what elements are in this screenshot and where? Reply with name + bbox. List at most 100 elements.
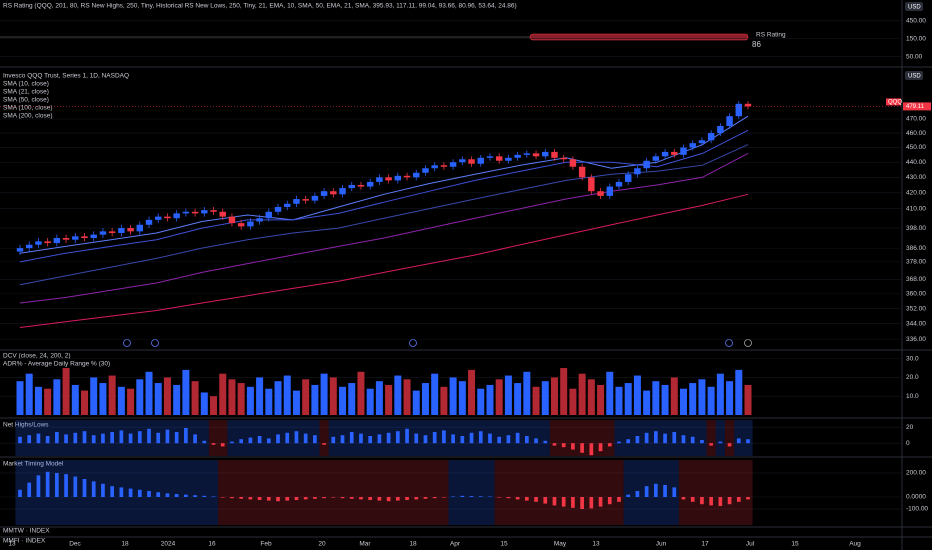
candle-body [615,181,623,187]
bar [193,495,197,498]
candle-body [210,210,217,212]
bar [506,435,511,444]
bar [589,443,594,456]
bar [320,373,328,415]
y-tick-label: 440.00 [906,159,926,166]
x-tick-label: 20 [318,541,326,548]
candle-body [726,116,733,127]
bar [532,386,540,415]
bar [385,384,393,415]
bar [460,495,465,498]
last-price: 479.11 [906,104,925,110]
bar [219,373,227,415]
bar [302,379,310,415]
bar [44,388,52,415]
y-tick-label: 450.00 [906,144,926,151]
bar [432,432,437,444]
bar [340,435,345,444]
rs-annotation: RS Rating [756,32,786,39]
bar [431,373,439,415]
y-tick-label: 200.00 [906,470,926,477]
bar [230,497,234,499]
bar [377,497,382,501]
bar [663,433,667,444]
bar [534,497,538,502]
bar [440,386,448,415]
candle-body [53,238,61,244]
candle-body [191,211,199,214]
candle-body [284,203,291,207]
bar [45,436,50,444]
candle-body [339,188,346,195]
bar [211,443,216,445]
bar [99,383,107,415]
bar [403,379,411,415]
sma-line [19,129,749,263]
sma-line [19,193,749,328]
y-tick-label: 20 [906,424,914,431]
bar [55,432,59,444]
bar [368,436,373,444]
y-tick-label: 470.00 [906,116,926,123]
bar [395,431,400,444]
bar [735,369,743,415]
y-tick-label: 460.00 [906,130,926,137]
candle-body [624,174,632,182]
legend-entry: SMA (50, close) [3,97,49,104]
bar [147,428,151,444]
bar [524,436,529,444]
bar [672,487,677,498]
candle-body [247,221,254,227]
bar [228,379,236,415]
bar [670,377,678,415]
bar [386,497,391,502]
candle-body [486,156,494,158]
bar [101,483,105,498]
bar [478,496,483,498]
bar [497,497,502,498]
bar [82,478,87,498]
bar [25,373,33,415]
bar [377,434,382,444]
bar [366,388,374,415]
y-tick-label: 50.00 [906,53,923,60]
bar [506,497,511,499]
bar [394,375,402,415]
bar [449,377,457,415]
bar [16,381,24,415]
bar [246,386,254,415]
bar [53,379,61,415]
x-tick-label: Dec [69,541,81,548]
bar [552,497,557,506]
bar [239,497,244,499]
bar [322,443,326,445]
candle-body [136,224,144,232]
bar [110,486,114,498]
bar [173,384,181,415]
bar [414,433,419,444]
bar [561,443,566,448]
bar [515,497,520,500]
bar [285,497,290,501]
bar [405,428,409,444]
bar [617,497,621,502]
x-tick-label: 15 [500,541,508,548]
bar [329,377,337,415]
y-tick-label: 386.00 [906,245,926,252]
candle-body [127,228,134,232]
candle-body [311,195,319,201]
state-shading [319,420,329,456]
bar [283,375,291,415]
bar [237,383,245,415]
bar [468,369,476,415]
x-tick-label: 15 [791,541,799,548]
mtm-title: Market Timing Model [3,461,64,468]
legend-entry: SMA (21, close) [3,89,49,96]
bar [64,474,68,498]
y-tick-label: 368.00 [906,276,926,283]
bar [184,494,188,498]
bar [469,432,474,444]
candle-body [265,211,273,219]
candle-body [560,157,567,160]
candle-body [16,248,24,252]
